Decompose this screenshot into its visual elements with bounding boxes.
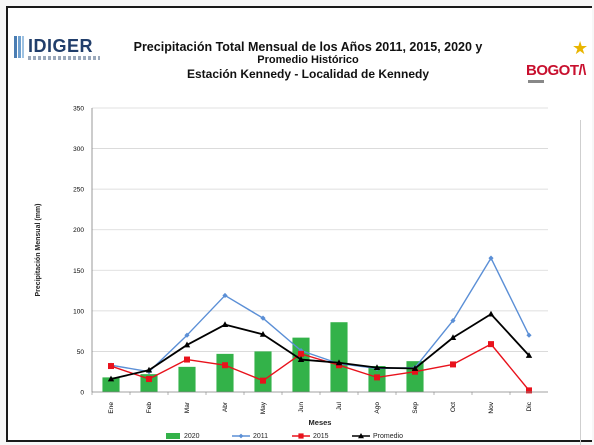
y-tick-label: 300	[73, 146, 84, 153]
y-tick-label: 50	[77, 349, 85, 356]
point-2015	[450, 361, 456, 367]
y-tick-label: 150	[73, 268, 84, 275]
point-2015	[260, 378, 266, 384]
bar-2020	[178, 367, 195, 392]
x-tick-label: Sep	[412, 402, 419, 414]
point-2015	[298, 351, 304, 357]
line-promedio	[111, 314, 529, 379]
y-axis-label: Precipitación Mensual (mm)	[35, 204, 42, 297]
bar-2020	[330, 322, 347, 392]
y-tick-label: 0	[80, 390, 84, 397]
legend-label: 2011	[253, 433, 268, 440]
bar-2020	[254, 351, 271, 392]
x-tick-label: Jun	[298, 402, 305, 413]
y-tick-label: 350	[73, 106, 84, 113]
grid	[92, 108, 548, 351]
x-tick-label: Ago	[374, 402, 381, 414]
point-2015	[488, 341, 494, 347]
point-2015	[222, 362, 228, 368]
x-tick-label: Abr	[222, 401, 229, 412]
x-tick-label: Oct	[450, 402, 457, 412]
axes	[92, 108, 548, 392]
x-axis-ticks: Ene Feb Mar Abr May Jun Jul Ago Sep Oct Nov Dic	[92, 392, 533, 414]
point-2015	[374, 374, 380, 380]
legend: 2020 2011 2015 Promedio	[166, 433, 403, 440]
line-series	[108, 256, 532, 394]
x-tick-label: Nov	[488, 401, 495, 413]
point-promedio	[488, 311, 494, 317]
legend-label: 2015	[313, 433, 329, 440]
x-tick-label: May	[260, 401, 267, 414]
x-tick-label: Feb	[146, 402, 153, 414]
x-tick-label: Ene	[108, 402, 115, 414]
legend-label: Promedio	[373, 433, 403, 440]
legend-marker-2011	[239, 434, 244, 439]
point-2011	[526, 333, 531, 338]
legend-swatch-2020	[166, 433, 180, 439]
y-axis-ticks: 0 50 100 150 200 250 300 350	[73, 106, 84, 397]
legend-marker-2015	[298, 433, 303, 438]
y-tick-label: 200	[73, 227, 84, 234]
y-tick-label: 250	[73, 187, 84, 194]
point-2015	[526, 387, 532, 393]
point-2015	[184, 357, 190, 363]
x-axis-label: Meses	[309, 418, 332, 427]
point-2015	[108, 363, 114, 369]
legend-label: 2020	[184, 433, 200, 440]
x-tick-label: Jul	[336, 401, 343, 410]
y-tick-label: 100	[73, 308, 84, 315]
bar-2020	[216, 354, 233, 392]
x-tick-label: Dic	[526, 401, 533, 411]
x-tick-label: Mar	[184, 401, 191, 413]
point-2015	[146, 376, 152, 382]
point-promedio	[222, 321, 228, 327]
